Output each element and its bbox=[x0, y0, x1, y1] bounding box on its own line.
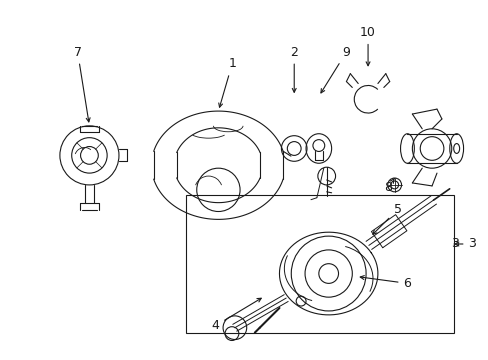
Text: 9: 9 bbox=[320, 45, 349, 93]
Text: 3: 3 bbox=[450, 238, 458, 251]
Bar bbox=[185, 195, 453, 333]
Text: 2: 2 bbox=[290, 45, 298, 92]
Text: 5: 5 bbox=[372, 203, 401, 234]
Text: 7: 7 bbox=[74, 45, 90, 122]
Text: 1: 1 bbox=[218, 57, 236, 107]
Text: 3: 3 bbox=[456, 238, 475, 251]
Text: 4: 4 bbox=[211, 298, 261, 332]
Text: 10: 10 bbox=[359, 26, 375, 66]
Text: 6: 6 bbox=[360, 276, 410, 290]
Text: 8: 8 bbox=[383, 179, 393, 194]
